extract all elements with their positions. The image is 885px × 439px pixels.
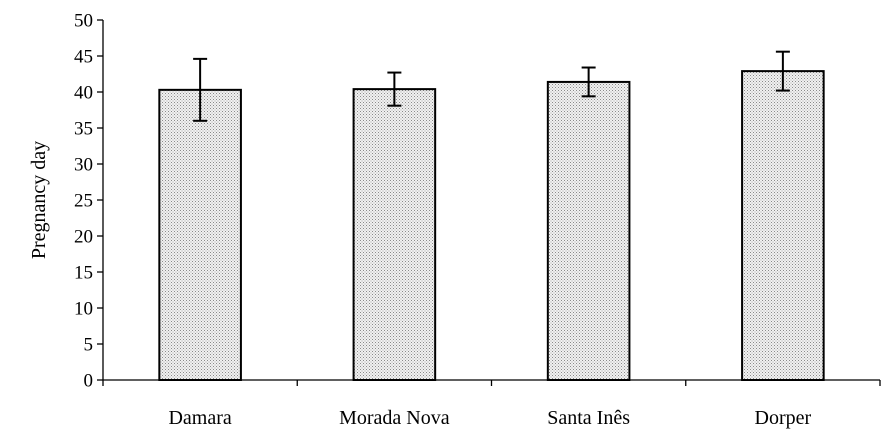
- category-label: Damara: [168, 407, 231, 429]
- y-tick-label: 35: [74, 119, 93, 140]
- y-tick-label: 5: [84, 335, 94, 356]
- y-axis-title: Pregnancy day: [28, 141, 50, 259]
- y-tick-label: 25: [74, 191, 93, 212]
- category-label: Morada Nova: [339, 407, 450, 429]
- bar-santa-in-s: [546, 80, 631, 381]
- y-axis-ticks: 0 5 10 15 20 25 30 35 40 45 50: [74, 11, 103, 392]
- error-bars-group: [193, 50, 790, 122]
- category-labels: Damara Morada Nova Santa Inês Dorper: [168, 407, 811, 429]
- y-tick-label: 30: [74, 155, 93, 176]
- y-tick-label: 50: [74, 11, 93, 32]
- category-label: Santa Inês: [547, 407, 630, 429]
- y-tick-label: 0: [84, 371, 94, 392]
- bar-damara: [158, 88, 242, 381]
- x-axis-ticks: [102, 380, 881, 386]
- y-tick-label: 40: [74, 83, 93, 104]
- bars-group: [158, 70, 825, 382]
- category-label: Dorper: [755, 407, 812, 429]
- bar-dorper: [741, 70, 825, 382]
- y-tick-label: 10: [74, 299, 93, 320]
- bar-morada-nova: [352, 88, 437, 382]
- y-tick-label: 20: [74, 227, 93, 248]
- y-tick-label: 15: [74, 263, 93, 284]
- y-tick-label: 45: [74, 47, 93, 68]
